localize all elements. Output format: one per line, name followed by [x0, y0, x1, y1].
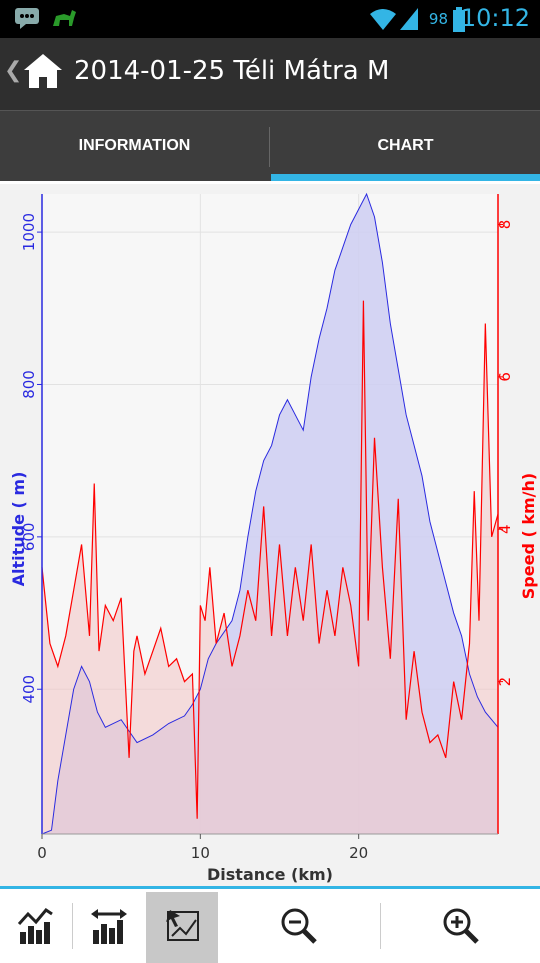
tab-information[interactable]: INFORMATION	[78, 137, 191, 154]
y-left-tick-label: 800	[20, 370, 38, 399]
clock: 10:12	[460, 4, 530, 32]
y-left-tick-label: 600	[20, 523, 38, 552]
signal-icon	[398, 6, 420, 36]
back-chevron-icon[interactable]: ❮	[4, 58, 23, 83]
speed-line	[41, 300, 499, 819]
battery-percentage: 98	[428, 10, 448, 28]
wifi-icon	[368, 6, 398, 36]
chart-toolbar	[0, 886, 540, 963]
x-axis-title: Distance (km)	[207, 865, 333, 884]
y-left-tick-label: 1000	[20, 213, 38, 251]
altitude-speed-chart[interactable]: 0 10 20 400 600 800 1000 2 4 6 8 Distance (km) Altit…	[0, 184, 540, 886]
tab-divider	[269, 127, 270, 167]
y-right-axis-title: Speed ( km/h)	[519, 473, 538, 599]
pan-chart-icon	[162, 906, 202, 950]
y-right-tick-label: 8	[496, 220, 514, 230]
x-tick-label: 20	[349, 844, 368, 862]
status-bar: 98 10:12	[0, 0, 540, 38]
app-notification-icon	[50, 6, 78, 36]
y-right-tick-label: 6	[496, 372, 514, 382]
toolbar-divider	[380, 903, 381, 949]
tab-bar: INFORMATION CHART	[0, 111, 540, 181]
y-right-tick-label: 4	[496, 524, 514, 534]
bar-width-arrows-icon	[89, 906, 129, 950]
battery-icon	[452, 7, 466, 37]
action-bar: ❮ 2014-01-25 Téli Mátra M	[0, 38, 540, 111]
y-left-tick-label: 400	[20, 675, 38, 704]
chat-notification-icon	[14, 6, 40, 34]
pan-chart-button[interactable]	[146, 892, 218, 963]
page-title: 2014-01-25 Téli Mátra M	[74, 56, 390, 86]
chart-line-bars-icon	[16, 906, 56, 950]
chart-line-bars-button[interactable]	[0, 892, 72, 963]
zoom-out-button[interactable]	[219, 892, 379, 963]
y-right-tick-label: 2	[496, 677, 514, 687]
x-tick-label: 0	[37, 844, 47, 862]
bar-width-button[interactable]	[73, 892, 145, 963]
tab-chart[interactable]: CHART	[377, 137, 434, 154]
chart-area[interactable]: 0 10 20 400 600 800 1000 2 4 6 8 Distance (km) Altit…	[0, 184, 540, 886]
tab-selected-indicator	[271, 174, 540, 181]
zoom-in-icon	[441, 906, 481, 950]
toolbar-divider	[72, 903, 73, 949]
zoom-out-icon	[279, 906, 319, 950]
altitude-line	[41, 192, 499, 835]
home-icon[interactable]	[22, 50, 64, 96]
x-tick-label: 10	[191, 844, 210, 862]
y-left-axis-title: Altitude ( m)	[9, 472, 28, 587]
zoom-in-button[interactable]	[381, 892, 540, 963]
speed-area	[42, 300, 498, 835]
